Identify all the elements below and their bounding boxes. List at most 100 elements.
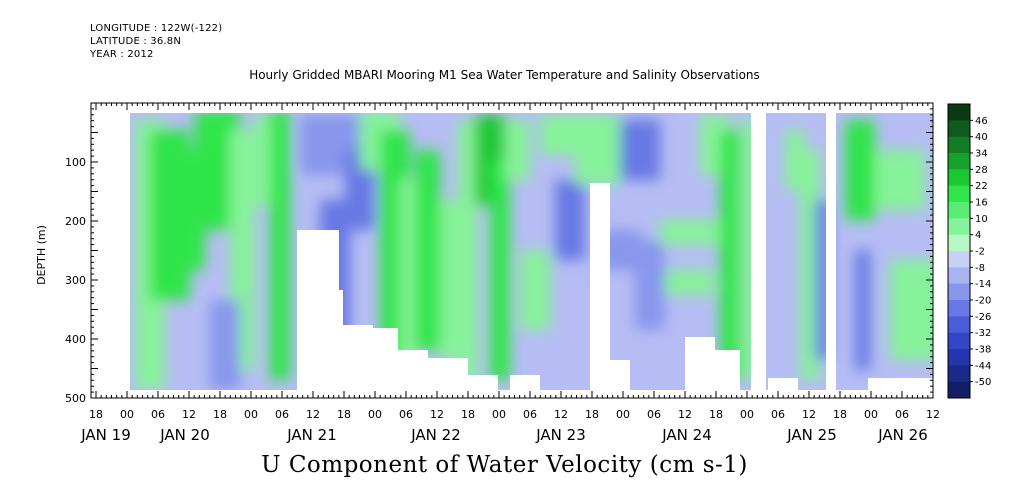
colorbar-label: -14 bbox=[975, 279, 991, 290]
x-hour-tick-label: 06 bbox=[895, 408, 909, 421]
colorbar-swatch bbox=[948, 365, 970, 383]
colorbar-label: 10 bbox=[975, 214, 988, 225]
x-hour-tick-label: 00 bbox=[120, 408, 134, 421]
x-hour-tick-label: 18 bbox=[461, 408, 475, 421]
colorbar-swatch bbox=[948, 300, 970, 317]
x-hour-tick-label: 06 bbox=[647, 408, 661, 421]
x-hour-tick-label: 00 bbox=[492, 408, 506, 421]
colorbar-swatch bbox=[948, 185, 970, 203]
x-hour-tick-label: 18 bbox=[709, 408, 723, 421]
y-tick-label: 200 bbox=[65, 215, 86, 228]
y-tick-label: 400 bbox=[65, 333, 86, 346]
x-date-label: JAN 22 bbox=[410, 426, 461, 444]
x-hour-tick-label: 18 bbox=[833, 408, 847, 421]
x-date-label: JAN 21 bbox=[286, 426, 337, 444]
missing-data-mask bbox=[297, 230, 339, 395]
missing-data-masks bbox=[91, 103, 933, 398]
velocity-band bbox=[875, 150, 925, 210]
colorbar-swatch bbox=[948, 349, 970, 366]
colorbar-label: -50 bbox=[975, 377, 991, 388]
colorbar-label: -38 bbox=[975, 345, 991, 356]
colorbar-swatch bbox=[948, 332, 970, 350]
colorbar-swatch bbox=[948, 104, 970, 121]
x-hour-tick-label: 12 bbox=[182, 408, 196, 421]
colorbar-label: -8 bbox=[975, 263, 985, 274]
chart-title: Hourly Gridded MBARI Mooring M1 Sea Wate… bbox=[249, 68, 760, 82]
missing-data-mask bbox=[339, 290, 343, 395]
x-hour-tick-label: 06 bbox=[151, 408, 165, 421]
colorbar-label: 28 bbox=[975, 165, 988, 176]
velocity-band bbox=[505, 120, 530, 180]
missing-data-mask bbox=[826, 113, 836, 398]
missing-data-mask bbox=[468, 375, 498, 390]
colorbar-label: 4 bbox=[975, 230, 981, 241]
colorbar-label: 22 bbox=[975, 181, 988, 192]
x-date-labels: JAN 19 JAN 20 JAN 21 JAN 22 JAN 23 JAN 24 JAN … bbox=[80, 426, 928, 444]
y-tick-label: 500 bbox=[65, 392, 86, 405]
velocity-band bbox=[540, 115, 580, 155]
x-hour-labels: 18 00 06 12 18 00 06 12 18 00 06 12 18 00 06 12 18 00 06 12… bbox=[89, 408, 940, 421]
velocity-bands bbox=[135, 110, 933, 390]
velocity-band bbox=[575, 115, 620, 185]
x-hour-tick-label: 06 bbox=[399, 408, 413, 421]
missing-data-mask bbox=[715, 350, 740, 390]
missing-data-mask bbox=[130, 390, 933, 398]
missing-data-mask bbox=[343, 325, 373, 395]
x-hour-tick-label: 00 bbox=[616, 408, 630, 421]
colorbar-swatch bbox=[948, 202, 970, 219]
x-hour-tick-label: 12 bbox=[430, 408, 444, 421]
missing-data-mask bbox=[868, 378, 933, 390]
y-tick-labels: 100 200 300 400 500 bbox=[65, 156, 86, 405]
latitude-label: LATITUDE : 36.8N bbox=[90, 36, 182, 47]
x-date-label: JAN 23 bbox=[535, 426, 586, 444]
y-tick-label: 300 bbox=[65, 274, 86, 287]
missing-data-mask bbox=[610, 360, 630, 390]
velocity-band bbox=[270, 110, 290, 380]
longitude-label: LONGITUDE : 122W(-122) bbox=[90, 23, 223, 34]
colorbar-swatch bbox=[948, 120, 970, 138]
x-hour-tick-label: 18 bbox=[337, 408, 351, 421]
x-date-label: JAN 20 bbox=[159, 426, 210, 444]
colorbar-swatch bbox=[948, 136, 970, 154]
colorbar-swatch bbox=[948, 283, 970, 301]
y-axis-label: DEPTH (m) bbox=[35, 225, 48, 285]
x-axis-ticks bbox=[95, 103, 934, 398]
x-hour-tick-label: 12 bbox=[306, 408, 320, 421]
colorbar-swatch bbox=[948, 169, 970, 187]
x-date-label: JAN 24 bbox=[661, 426, 712, 444]
missing-data-mask bbox=[428, 358, 468, 390]
x-hour-tick-label: 06 bbox=[523, 408, 537, 421]
colorbar-label: 40 bbox=[975, 132, 988, 143]
missing-data-mask bbox=[91, 103, 933, 113]
colorbar-label: 16 bbox=[975, 198, 988, 209]
x-hour-tick-label: 12 bbox=[926, 408, 940, 421]
colorbar-label: -32 bbox=[975, 328, 991, 339]
x-date-label: JAN 26 bbox=[877, 426, 928, 444]
x-hour-tick-label: 06 bbox=[771, 408, 785, 421]
colorbar-swatch bbox=[948, 234, 970, 252]
velocity-band bbox=[520, 250, 550, 330]
velocity-band bbox=[635, 240, 665, 330]
x-hour-tick-label: 00 bbox=[368, 408, 382, 421]
x-hour-tick-label: 00 bbox=[864, 408, 878, 421]
velocity-band bbox=[555, 180, 585, 260]
velocity-band bbox=[665, 270, 715, 295]
colorbar-label: -20 bbox=[975, 296, 991, 307]
velocity-band bbox=[855, 250, 870, 370]
x-hour-tick-label: 00 bbox=[740, 408, 754, 421]
velocity-field bbox=[91, 103, 933, 398]
velocity-band bbox=[458, 120, 478, 380]
missing-data-mask bbox=[768, 378, 798, 390]
x-hour-tick-label: 12 bbox=[678, 408, 692, 421]
velocity-band bbox=[720, 130, 740, 380]
x-date-label: JAN 25 bbox=[786, 426, 837, 444]
y-axis-ticks bbox=[91, 102, 933, 399]
velocity-band bbox=[490, 160, 510, 380]
velocity-band bbox=[210, 300, 240, 390]
colorbar-swatch bbox=[948, 251, 970, 268]
x-hour-tick-label: 00 bbox=[244, 408, 258, 421]
variable-title: U Component of Water Velocity (cm s-1) bbox=[261, 452, 748, 478]
x-hour-tick-label: 18 bbox=[213, 408, 227, 421]
missing-data-mask bbox=[373, 328, 398, 390]
